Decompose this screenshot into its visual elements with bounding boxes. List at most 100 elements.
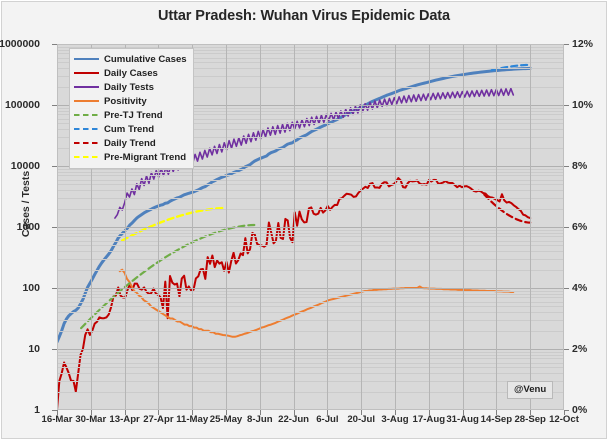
y-axis-tick-mark: [52, 349, 57, 350]
x-axis-tick-label: 20-Jul: [347, 414, 376, 425]
legend-label: Cumulative Cases: [104, 53, 187, 65]
gridline-horizontal-minor: [57, 107, 564, 109]
gridline-horizontal-minor: [57, 362, 564, 364]
x-axis-tick-label: 6-Jul: [316, 414, 339, 425]
x-axis-tick-mark: [395, 410, 396, 415]
y-axis-tick-label: 1: [34, 404, 40, 416]
legend-item[interactable]: Daily Tests: [74, 80, 187, 94]
y-axis-left-title: Cases / Tests: [20, 170, 32, 238]
y2-axis-tick-mark: [564, 410, 569, 411]
x-axis-tick-label: 8-Jun: [247, 414, 273, 425]
gridline-vertical: [361, 44, 363, 410]
gridline-horizontal-minor: [57, 232, 564, 234]
gridline-horizontal-minor: [57, 358, 564, 360]
y2-axis-tick-label: 10%: [572, 99, 594, 111]
y-axis-tick-mark: [52, 166, 57, 167]
legend-label: Daily Cases: [104, 67, 158, 79]
gridline-horizontal: [57, 105, 564, 106]
gridline-vertical: [293, 44, 295, 410]
legend-item[interactable]: Daily Cases: [74, 66, 187, 80]
x-axis-tick-mark: [361, 410, 363, 415]
gridline-vertical: [259, 44, 261, 410]
y-axis-tick-label: 100000: [4, 99, 40, 111]
watermark: @Venu: [507, 381, 554, 399]
legend-label: Pre-Migrant Trend: [104, 151, 187, 163]
gridline-horizontal-minor: [57, 114, 564, 116]
gridline-vertical: [90, 44, 92, 410]
y2-axis-tick-label: 8%: [572, 160, 588, 172]
gridline-horizontal-minor: [57, 136, 564, 138]
gridline-vertical: [530, 44, 532, 410]
gridline-horizontal-minor: [57, 290, 564, 292]
legend-swatch-icon: [74, 54, 99, 64]
gridline-horizontal-minor: [57, 293, 564, 295]
gridline-horizontal: [57, 44, 564, 45]
x-axis-tick-mark: [496, 410, 498, 415]
gridline-horizontal-minor: [57, 312, 564, 314]
legend-swatch-icon: [74, 110, 99, 120]
gridline-horizontal-minor: [57, 236, 564, 238]
x-axis-tick-mark: [462, 410, 464, 415]
x-axis-tick-label: 30-Mar: [75, 414, 107, 425]
series-daily-trend: [483, 193, 532, 224]
gridline-horizontal-minor: [57, 301, 564, 303]
gridline-horizontal-minor: [57, 297, 564, 299]
x-axis-tick-mark: [259, 410, 261, 415]
gridline-horizontal: [57, 288, 564, 289]
gridline-horizontal-minor: [57, 245, 564, 247]
gridline-horizontal-minor: [57, 68, 564, 70]
legend-item[interactable]: Positivity: [74, 94, 187, 108]
gridline-horizontal: [57, 349, 564, 350]
gridline-horizontal-minor: [57, 208, 564, 210]
legend-item[interactable]: Cum Trend: [74, 122, 187, 136]
gridline-horizontal-minor: [57, 354, 564, 356]
gridline-horizontal-minor: [57, 123, 564, 125]
x-axis-tick-label: 17-Aug: [412, 414, 446, 425]
y-axis-tick-label: 1000: [16, 221, 40, 233]
gridline-horizontal-minor: [57, 110, 564, 112]
y-axis-tick-mark: [52, 44, 57, 45]
legend-item[interactable]: Cumulative Cases: [74, 52, 187, 66]
x-axis-tick-mark: [530, 410, 532, 415]
legend-item[interactable]: Pre-TJ Trend: [74, 108, 187, 122]
gridline-horizontal-minor: [57, 251, 564, 253]
legend-swatch-icon: [74, 124, 99, 134]
y2-axis-tick-mark: [564, 105, 569, 106]
y2-axis-tick-label: 2%: [572, 343, 588, 355]
y-axis-tick-label: 10000: [10, 160, 40, 172]
legend-label: Daily Trend: [104, 137, 156, 149]
gridline-vertical: [124, 44, 126, 410]
y2-axis-tick-label: 4%: [572, 282, 588, 294]
gridline-vertical: [462, 44, 464, 410]
y2-axis-tick-label: 12%: [572, 38, 594, 50]
gridline-vertical: [428, 44, 430, 410]
y2-axis-tick-mark: [564, 288, 569, 289]
x-axis-tick-mark: [158, 410, 160, 415]
x-axis-tick-label: 22-Jun: [278, 414, 310, 425]
x-axis-tick-label: 3-Aug: [381, 414, 409, 425]
gridline-horizontal-minor: [57, 46, 564, 48]
x-axis-tick-label: 12-Oct: [549, 414, 579, 425]
y2-axis-tick-mark: [564, 44, 569, 45]
y2-axis-tick-mark: [564, 227, 569, 228]
gridline-horizontal-minor: [57, 175, 564, 177]
y-axis-tick-label: 10: [28, 343, 40, 355]
legend-swatch-icon: [74, 152, 99, 162]
gridline-horizontal-minor: [57, 391, 564, 393]
gridline-horizontal-minor: [57, 367, 564, 369]
y-axis-tick-mark: [52, 410, 57, 411]
gridline-horizontal-minor: [57, 86, 564, 88]
x-axis-tick-label: 14-Sep: [480, 414, 513, 425]
x-axis-tick-mark: [226, 410, 227, 415]
legend-label: Daily Tests: [104, 81, 154, 93]
x-axis-tick-mark: [192, 410, 194, 415]
gridline-vertical: [226, 44, 227, 410]
gridline-horizontal-minor: [57, 75, 564, 77]
legend-item[interactable]: Pre-Migrant Trend: [74, 150, 187, 164]
x-axis-tick-label: 16-Mar: [41, 414, 73, 425]
x-axis-tick-label: 13-Apr: [109, 414, 140, 425]
x-axis-tick-mark: [293, 410, 295, 415]
legend-label: Cum Trend: [104, 123, 155, 135]
legend-item[interactable]: Daily Trend: [74, 136, 187, 150]
gridline-horizontal-minor: [57, 129, 564, 131]
